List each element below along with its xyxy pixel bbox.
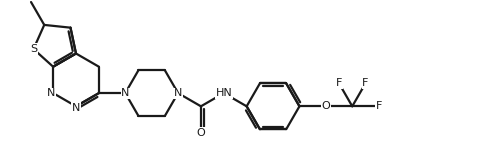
Text: N: N	[174, 88, 182, 98]
Text: S: S	[30, 44, 37, 54]
Text: O: O	[322, 101, 330, 111]
Text: N: N	[72, 103, 80, 113]
Text: F: F	[375, 101, 382, 111]
Text: F: F	[362, 78, 368, 89]
Text: N: N	[121, 88, 129, 98]
Text: F: F	[336, 78, 342, 89]
Text: HN: HN	[215, 88, 232, 98]
Text: O: O	[197, 128, 205, 138]
Text: N: N	[47, 88, 56, 98]
